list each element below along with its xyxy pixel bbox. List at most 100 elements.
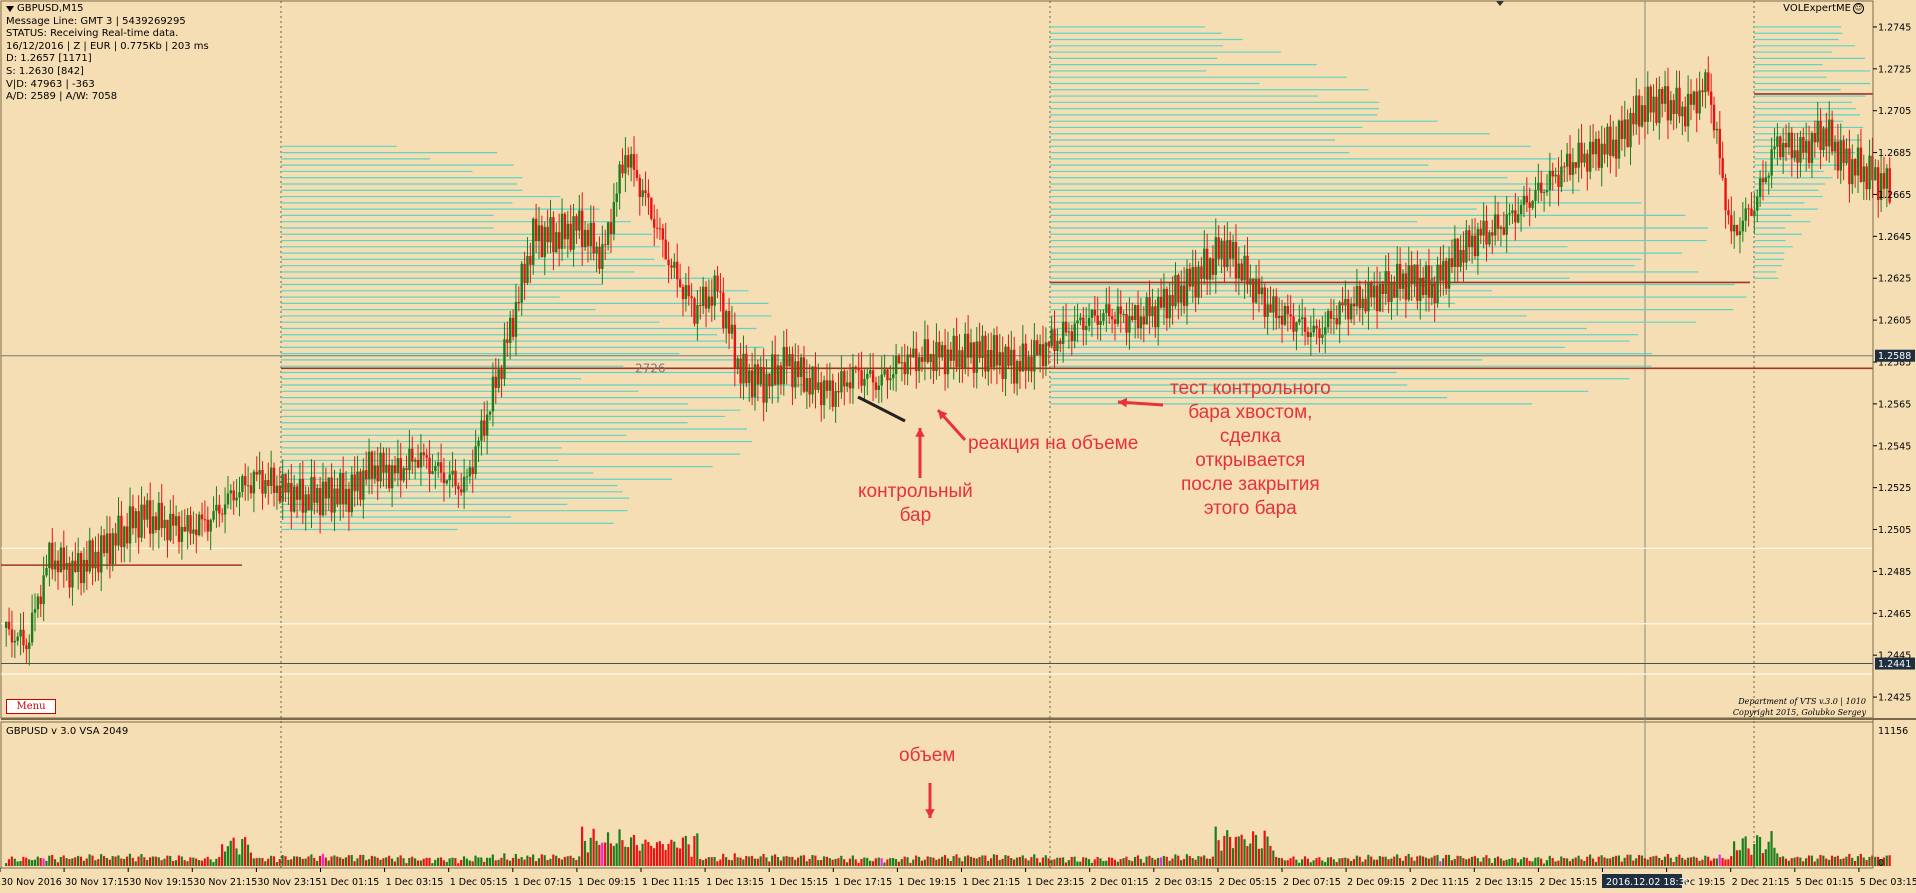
volume-bar	[1868, 856, 1871, 866]
candle-body	[1269, 304, 1272, 313]
candle-body	[1542, 192, 1546, 194]
candle-body	[497, 369, 500, 388]
volume-bars	[5, 826, 1891, 866]
time-tick-label: 2 Dec 09:15	[1347, 877, 1405, 888]
candle-body	[604, 244, 607, 246]
candle-body	[1010, 349, 1013, 366]
candle-body	[1171, 295, 1174, 307]
volume-bar	[10, 856, 13, 866]
candle-body	[1191, 267, 1194, 287]
candle-body	[1341, 302, 1344, 306]
candle-body	[1384, 271, 1387, 295]
volume-bar	[241, 839, 244, 866]
candle-body	[396, 458, 400, 474]
volume-bar	[1298, 862, 1301, 866]
volume-bar	[822, 856, 826, 866]
candle-body	[1522, 195, 1526, 205]
menu-button[interactable]: Menu	[6, 699, 56, 714]
volume-bar	[1214, 826, 1217, 866]
candle-body	[434, 465, 437, 472]
volume-bar	[111, 856, 114, 866]
volume-bar	[978, 857, 981, 866]
candle-body	[39, 596, 42, 605]
volume-bar	[1249, 843, 1252, 866]
candle-body	[402, 468, 405, 481]
volume-bar	[1721, 858, 1724, 866]
candle-body	[1712, 104, 1716, 131]
candle-body	[454, 470, 457, 487]
candle-body	[1856, 147, 1860, 176]
volume-bar	[1321, 860, 1324, 866]
candle-body	[123, 526, 126, 548]
volume-bar	[1635, 858, 1638, 866]
volume-bar	[1427, 858, 1430, 866]
volume-bar	[347, 855, 350, 866]
candle-body	[1030, 356, 1033, 372]
candle-body	[411, 448, 414, 462]
volume-bar	[209, 859, 212, 866]
candle-body	[650, 197, 653, 219]
volume-bar	[71, 858, 74, 866]
volume-profile	[1050, 26, 1747, 405]
volume-bar	[1790, 858, 1793, 866]
volume-bar	[160, 860, 163, 866]
volume-bar	[195, 858, 198, 866]
volume-bar	[537, 858, 540, 866]
candle-body	[831, 380, 834, 407]
volume-bar	[733, 853, 736, 866]
collapse-triangle-icon[interactable]	[6, 6, 14, 13]
volume-bar	[1430, 857, 1433, 866]
volume-bar	[500, 857, 503, 866]
candle-body	[500, 369, 503, 379]
volume-bar	[74, 857, 77, 866]
candle-body	[264, 480, 267, 494]
time-tick-label: 30 Nov 2016	[1, 877, 62, 888]
candle-body	[906, 354, 909, 375]
candle-body	[1865, 166, 1868, 190]
candle-body	[736, 358, 739, 368]
volume-bar	[146, 860, 149, 866]
candle-body	[1223, 241, 1226, 268]
candle-body	[1485, 220, 1488, 245]
candle-body	[782, 346, 785, 385]
volume-bar	[408, 857, 411, 866]
volume-bar	[1329, 857, 1332, 866]
volume-bar	[1522, 857, 1525, 866]
candle-body	[77, 552, 80, 572]
expert-advisor-label[interactable]: VOLExpertME ☺	[1783, 3, 1864, 14]
candle-body	[1753, 210, 1756, 216]
candle-body	[1056, 340, 1059, 352]
candle-body	[941, 345, 944, 358]
candle-body	[19, 629, 22, 637]
candle-body	[678, 279, 682, 287]
candle-body	[1243, 255, 1246, 281]
candle-body	[457, 486, 460, 490]
volume-bar	[560, 859, 564, 866]
volume-bar	[1583, 860, 1586, 866]
volume-bar	[1243, 839, 1246, 866]
volume-bar	[1220, 850, 1223, 866]
copyright-line: Department of VTS v.3.0 | 1010	[1738, 697, 1866, 706]
volume-bar	[650, 845, 653, 866]
candle-body	[304, 494, 307, 513]
volume-bar	[624, 846, 627, 866]
volume-bar	[952, 856, 955, 866]
volume-bar	[926, 856, 929, 866]
volume-bar	[388, 855, 391, 866]
volume-bar	[460, 860, 463, 866]
volume-bar	[1131, 861, 1134, 866]
candles	[5, 56, 1891, 666]
volume-bar	[1882, 857, 1885, 866]
candle-body	[595, 246, 598, 254]
candle-body	[1116, 306, 1120, 324]
candle-body	[1669, 100, 1673, 121]
candle-body	[1560, 166, 1563, 188]
candle-body	[1589, 141, 1592, 172]
candle-body	[693, 298, 696, 324]
volume-bar	[1600, 855, 1603, 866]
volume-bar	[716, 861, 719, 866]
candle-body	[261, 470, 264, 494]
candle-body	[28, 642, 31, 650]
info-panel: GBPUSD,M15 Message Line: GMT 3 | 5439269…	[6, 3, 209, 104]
